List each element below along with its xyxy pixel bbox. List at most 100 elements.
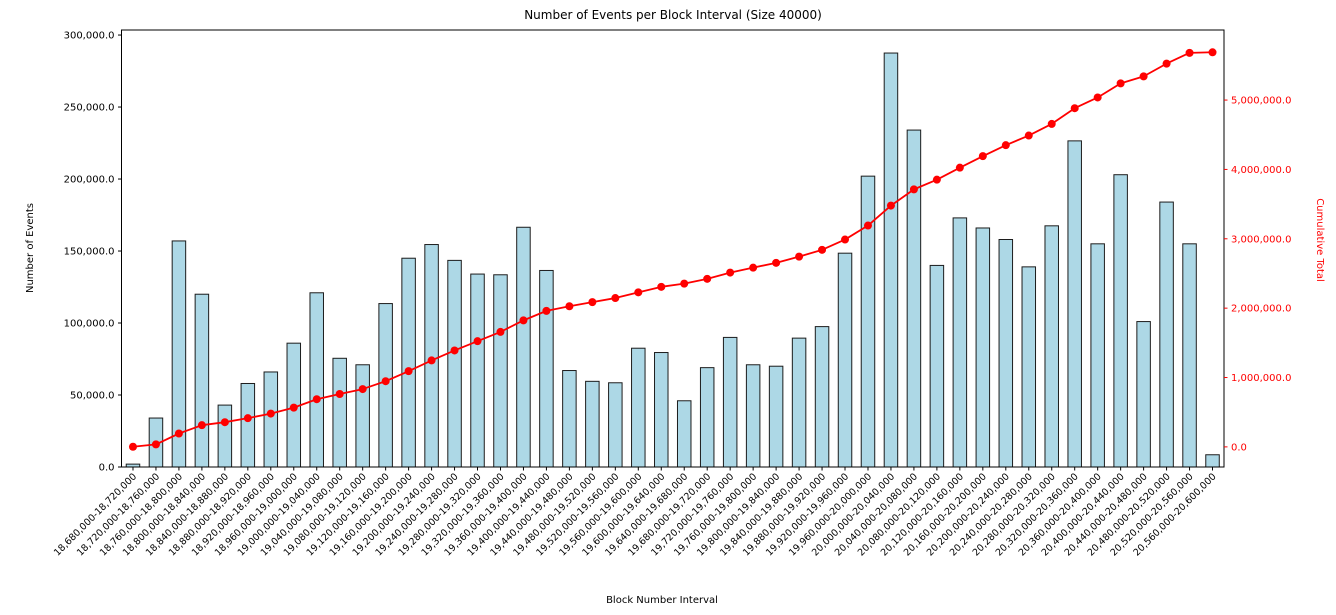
y-tick-label-right: 5,000,000.0 — [1231, 96, 1291, 107]
line-marker — [427, 356, 436, 365]
cumulative-line-group — [128, 48, 1217, 451]
y-tick-label-left: 0.0 — [99, 463, 115, 474]
bar — [516, 226, 531, 468]
line-marker — [289, 403, 298, 412]
bar — [355, 364, 370, 468]
bar — [1067, 140, 1082, 468]
bar — [585, 380, 600, 468]
line-marker — [588, 298, 597, 307]
bar — [906, 129, 922, 468]
bar — [975, 227, 991, 468]
line-marker — [473, 337, 482, 346]
bar — [240, 382, 256, 468]
line-marker — [841, 235, 850, 244]
bar — [654, 352, 669, 468]
line-marker — [1093, 93, 1102, 102]
line-marker — [1047, 119, 1056, 128]
bar — [263, 371, 279, 468]
bar — [447, 259, 462, 468]
line-marker — [496, 327, 505, 336]
bar — [539, 269, 554, 468]
y-tick-label-left: 150,000.0 — [64, 247, 115, 258]
line-marker — [565, 302, 574, 311]
right-axis-label: Cumulative Total — [1314, 198, 1325, 282]
bar — [860, 175, 876, 468]
left-axis-label: Number of Events — [25, 203, 36, 293]
y-tick-label-right: 4,000,000.0 — [1231, 165, 1291, 176]
line-marker — [197, 421, 206, 430]
line-marker — [634, 288, 643, 297]
bar — [837, 252, 853, 468]
bars-group — [125, 52, 1220, 468]
bar — [883, 52, 899, 468]
bar — [1044, 225, 1059, 468]
bar — [1136, 321, 1151, 468]
line-marker — [863, 221, 872, 230]
line-marker — [335, 389, 344, 398]
line-marker — [909, 185, 918, 194]
line-marker — [381, 377, 390, 386]
y-tick-label-left: 50,000.0 — [70, 391, 115, 402]
bar — [608, 382, 623, 468]
bar — [1021, 266, 1037, 468]
bar — [1182, 243, 1197, 468]
bar — [952, 217, 968, 468]
y-tick-label-right: 3,000,000.0 — [1231, 234, 1291, 245]
bar — [1090, 243, 1105, 468]
bar — [309, 292, 324, 468]
line-marker — [1208, 48, 1217, 57]
line-marker — [886, 201, 895, 210]
bar — [791, 337, 807, 468]
line-marker — [955, 163, 964, 172]
bar — [768, 365, 784, 468]
bar — [1205, 454, 1220, 468]
line-marker — [1024, 131, 1033, 140]
y-tick-label-left: 300,000.0 — [64, 31, 115, 42]
line-marker — [404, 367, 413, 376]
y-tick-label-left: 200,000.0 — [64, 175, 115, 186]
bar — [194, 293, 210, 468]
line-marker — [312, 395, 321, 404]
bar — [470, 273, 485, 468]
line-marker — [680, 279, 689, 288]
line-marker — [174, 429, 183, 438]
line-marker — [1001, 141, 1010, 150]
bar — [631, 347, 646, 468]
line-marker — [519, 316, 528, 325]
line-marker — [932, 175, 941, 184]
chart-title: Number of Events per Block Interval (Siz… — [524, 8, 822, 22]
line-marker — [726, 268, 735, 277]
bar — [378, 303, 393, 468]
line-marker — [818, 245, 827, 254]
bar — [722, 336, 738, 468]
cumulative-line — [132, 51, 1213, 448]
bar — [401, 257, 416, 468]
bar — [998, 239, 1014, 468]
bar — [676, 400, 692, 468]
line-marker — [266, 409, 275, 418]
x-axis-label: Block Number Interval — [606, 595, 718, 606]
line-marker — [1139, 72, 1148, 81]
line-marker — [1162, 59, 1171, 68]
bar — [562, 370, 577, 468]
line-marker — [450, 346, 459, 355]
bar — [1113, 174, 1128, 468]
bar — [814, 326, 830, 468]
line-marker — [151, 440, 160, 449]
axes-group: 0.0 50,000.0 100,000.0 150,000.0 200,000.0 25… — [52, 29, 1291, 558]
y-tick-label-right: 2,000,000.0 — [1231, 304, 1291, 315]
line-marker — [611, 294, 620, 303]
bar — [1159, 201, 1174, 468]
line-marker — [542, 306, 551, 315]
line-marker — [1185, 48, 1194, 57]
bar — [217, 404, 233, 468]
bar — [332, 357, 347, 468]
bar — [424, 244, 439, 468]
bar — [493, 274, 508, 468]
line-marker — [1070, 104, 1079, 113]
line-marker — [657, 282, 666, 291]
bar — [745, 364, 761, 468]
y-tick-label-left: 250,000.0 — [64, 103, 115, 114]
bar — [699, 367, 715, 468]
